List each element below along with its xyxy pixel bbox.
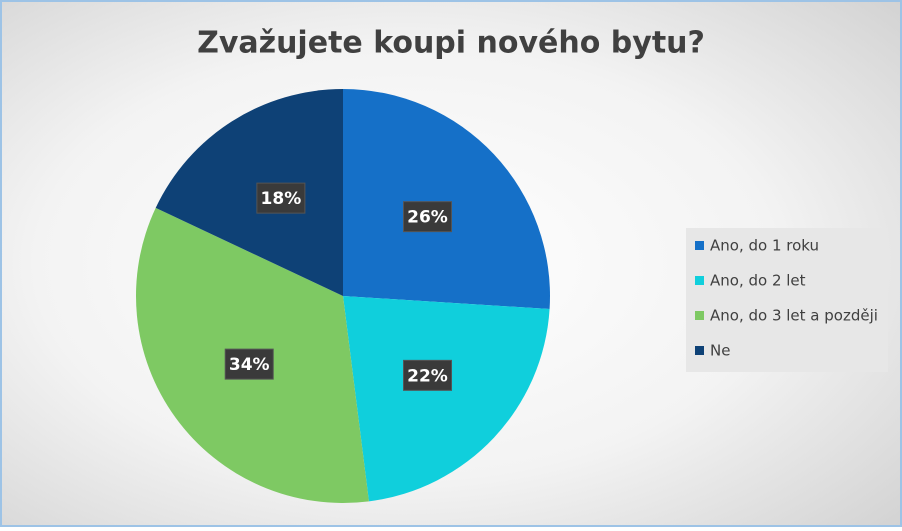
data-label: 22% <box>407 366 448 386</box>
legend-label: Ano, do 3 let a později <box>710 307 878 325</box>
data-label-box <box>403 359 453 391</box>
legend-swatch <box>695 311 704 320</box>
legend-swatch <box>695 241 704 250</box>
pie-slice <box>343 296 550 502</box>
legend-box <box>686 228 888 372</box>
legend-swatch <box>695 346 704 355</box>
data-label-box <box>224 348 274 380</box>
data-label-box <box>403 201 453 233</box>
data-label: 18% <box>261 189 302 209</box>
legend-label: Ano, do 2 let <box>710 272 806 290</box>
legend-label: Ano, do 1 roku <box>710 237 819 255</box>
data-label: 34% <box>229 355 270 375</box>
pie-slice <box>343 89 550 309</box>
pie-slice <box>155 89 343 296</box>
legend-label: Ne <box>710 342 730 360</box>
chart-title: Zvažujete koupi nového bytu? <box>197 26 705 61</box>
data-label: 26% <box>407 208 448 228</box>
legend-swatch <box>695 276 704 285</box>
data-label-box <box>256 182 306 214</box>
